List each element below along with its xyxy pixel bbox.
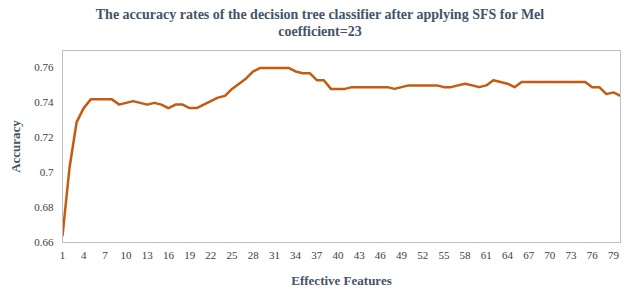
svg-text:4: 4 <box>81 249 87 261</box>
svg-text:Accuracy: Accuracy <box>8 120 23 173</box>
svg-text:Effective Features: Effective Features <box>291 273 391 288</box>
svg-text:0.74: 0.74 <box>34 96 54 108</box>
svg-text:58: 58 <box>460 249 472 261</box>
svg-text:0.68: 0.68 <box>34 201 54 213</box>
svg-text:73: 73 <box>566 249 578 261</box>
svg-text:55: 55 <box>438 249 450 261</box>
svg-text:13: 13 <box>142 249 154 261</box>
svg-text:10: 10 <box>121 249 132 261</box>
svg-text:22: 22 <box>205 249 216 261</box>
svg-text:46: 46 <box>375 249 387 261</box>
svg-text:0.7: 0.7 <box>40 166 54 178</box>
svg-text:43: 43 <box>354 249 366 261</box>
svg-text:67: 67 <box>523 249 535 261</box>
svg-text:16: 16 <box>163 249 175 261</box>
svg-text:52: 52 <box>417 249 428 261</box>
svg-text:31: 31 <box>269 249 280 261</box>
svg-text:19: 19 <box>184 249 196 261</box>
svg-text:79: 79 <box>608 249 620 261</box>
svg-text:76: 76 <box>587 249 599 261</box>
html-text:The accuracy rates of the deci: The accuracy rates of the decision tree … <box>95 7 545 39</box>
svg-text:70: 70 <box>544 249 556 261</box>
svg-text:0.76: 0.76 <box>34 61 54 73</box>
svg-text:28: 28 <box>248 249 260 261</box>
svg-text:25: 25 <box>227 249 239 261</box>
svg-text:0.72: 0.72 <box>34 131 53 143</box>
svg-text:34: 34 <box>290 249 302 261</box>
svg-text:64: 64 <box>502 249 513 261</box>
svg-text:37: 37 <box>311 249 323 261</box>
svg-text:1: 1 <box>60 249 66 261</box>
svg-text:0.66: 0.66 <box>34 236 54 248</box>
svg-text:7: 7 <box>102 249 108 261</box>
svg-text:40: 40 <box>332 249 344 261</box>
svg-text:61: 61 <box>481 249 492 261</box>
svg-text:49: 49 <box>396 249 408 261</box>
